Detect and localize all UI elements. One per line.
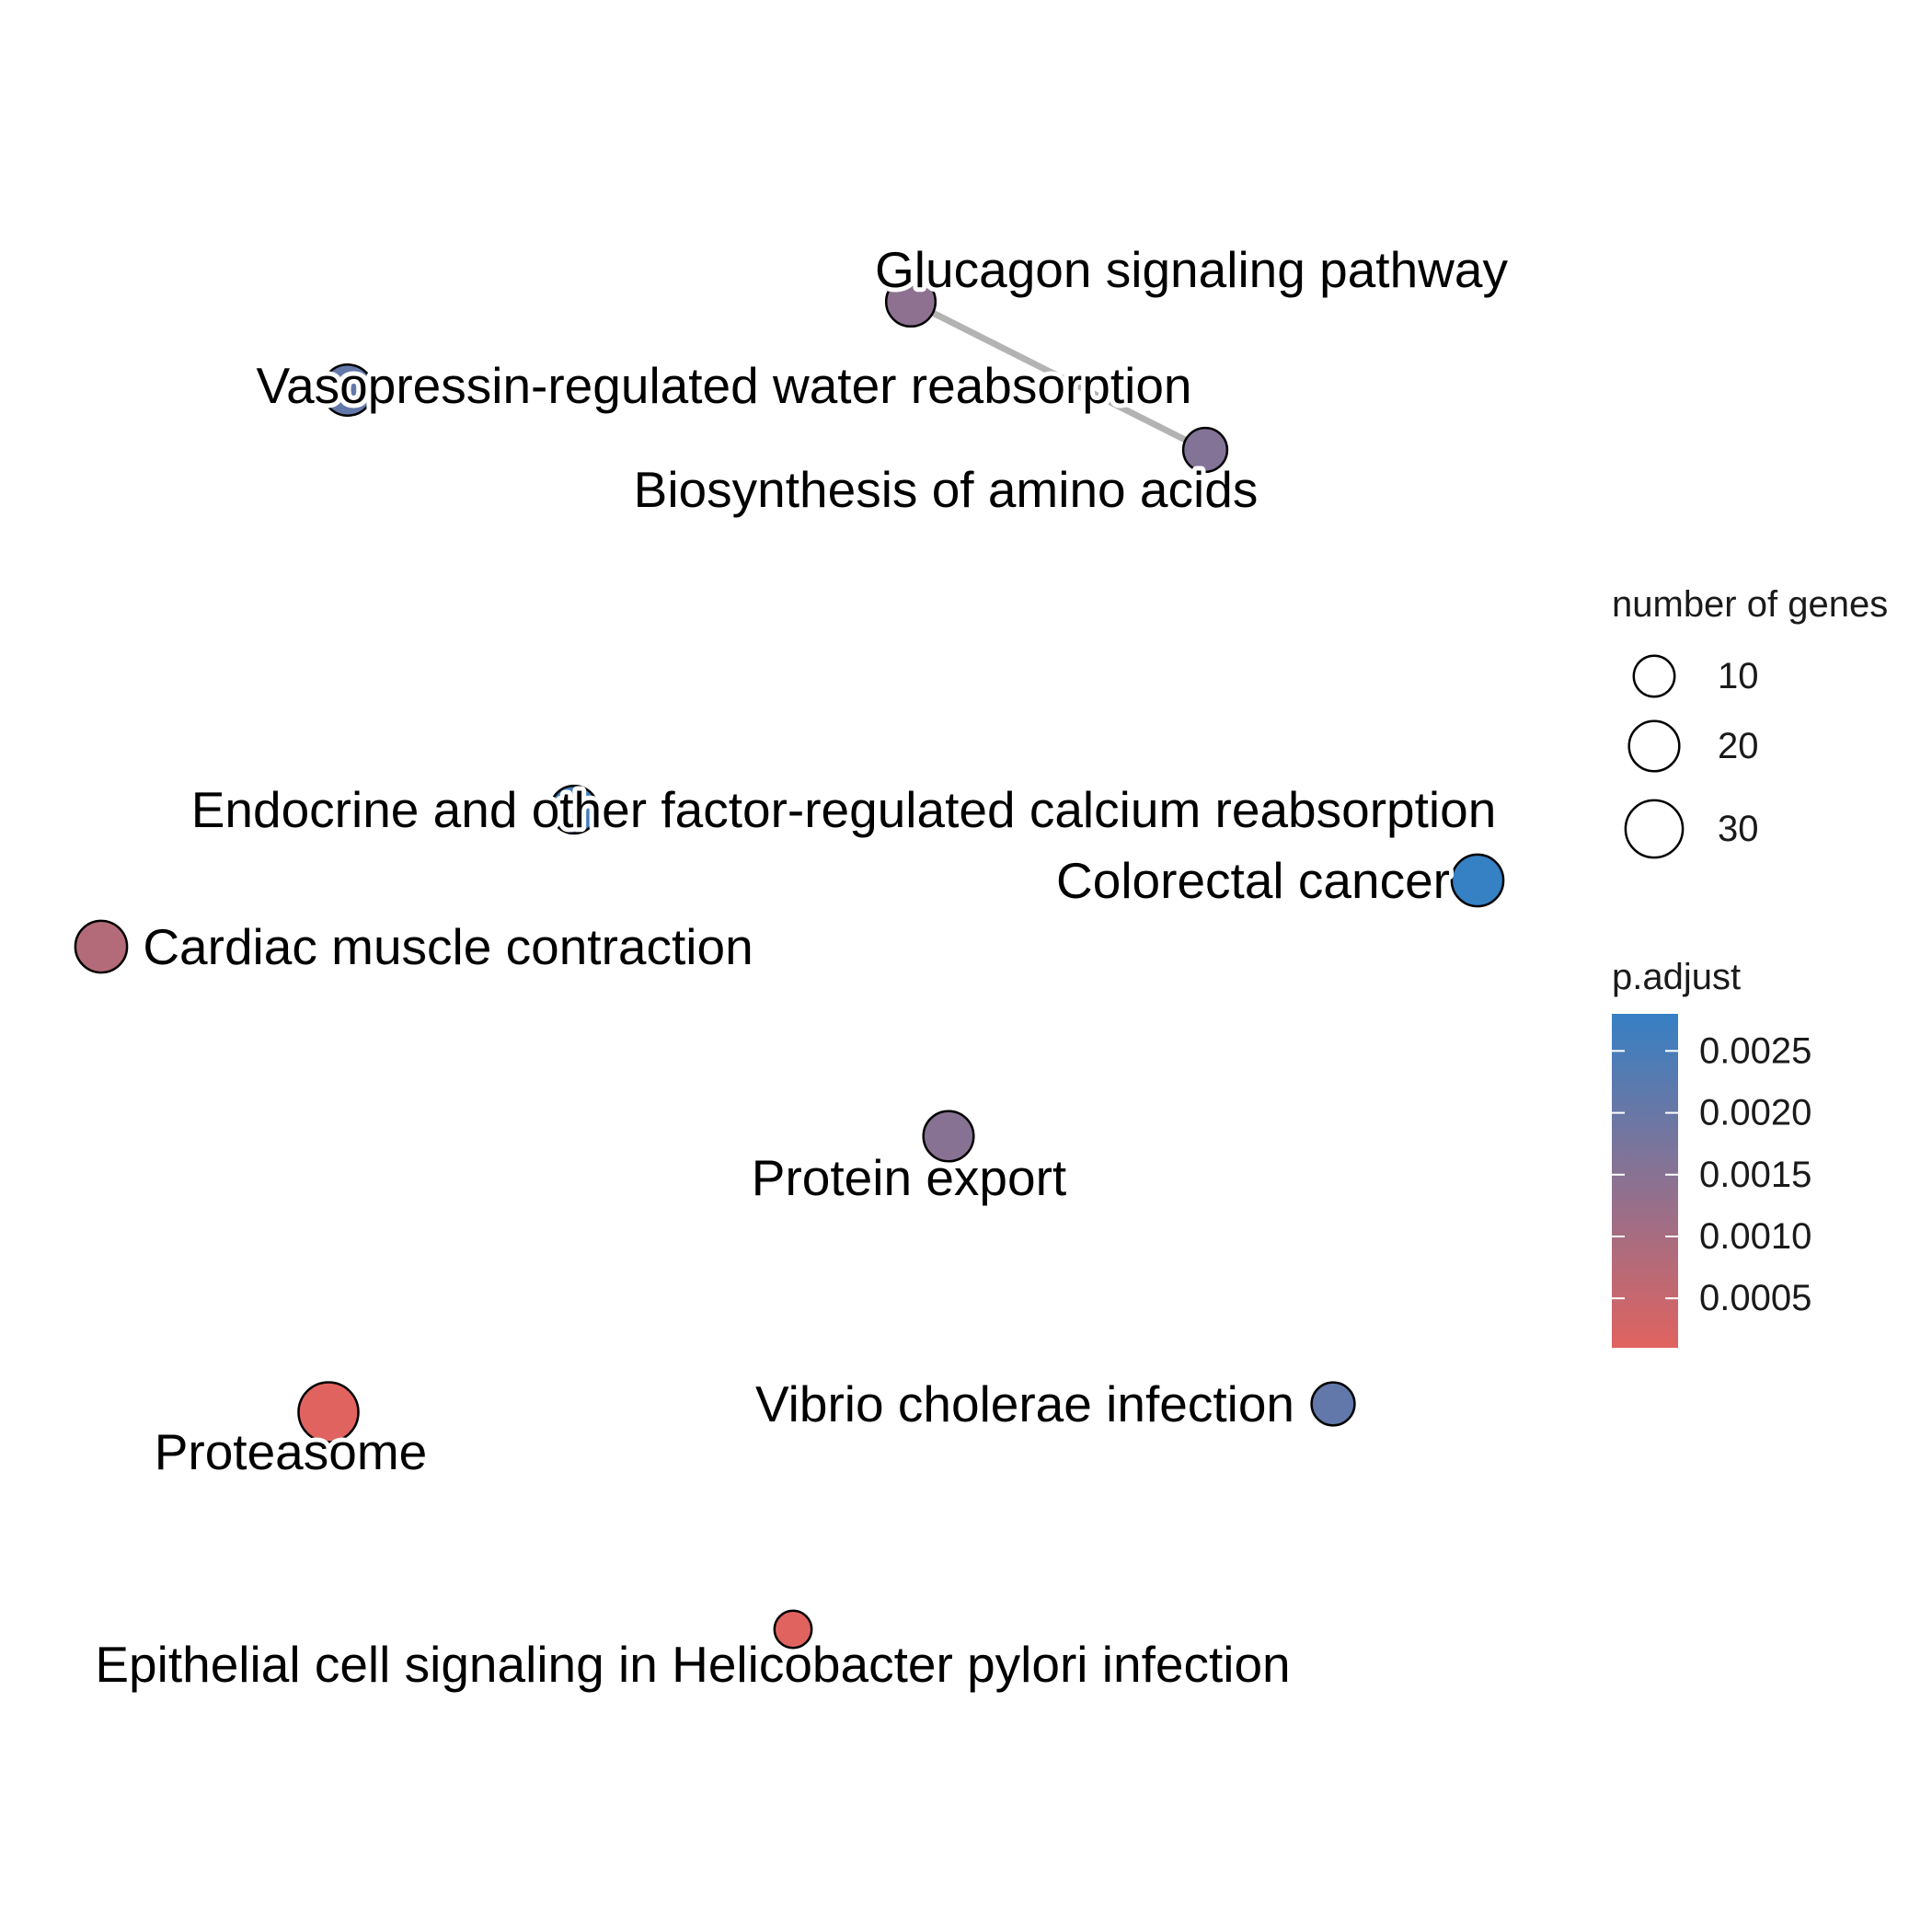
size-legend-circle-30 bbox=[1624, 799, 1685, 859]
network-node-vibrio[interactable] bbox=[1310, 1381, 1356, 1427]
network-node-endocrine[interactable] bbox=[548, 784, 600, 835]
network-node-proteasome[interactable] bbox=[297, 1381, 360, 1443]
network-node-colorectal[interactable] bbox=[1450, 853, 1505, 908]
size-legend-title: number of genes bbox=[1612, 584, 1888, 625]
color-bar bbox=[1612, 1014, 1678, 1348]
edges-layer bbox=[909, 298, 1207, 454]
node-label-vibrio: Vibrio cholerae infection bbox=[755, 1375, 1294, 1432]
network-node-vasopressin[interactable] bbox=[321, 363, 374, 417]
network-node-biosynthesis[interactable] bbox=[1181, 426, 1229, 474]
size-legend: number of genes 10 20 30 bbox=[1612, 584, 1888, 859]
network-node-cardiac[interactable] bbox=[74, 919, 129, 974]
node-label-endocrine: Endocrine and other factor-regulated cal… bbox=[191, 781, 1497, 838]
size-legend-label-10: 10 bbox=[1718, 656, 1759, 696]
size-legend-label-20: 20 bbox=[1718, 726, 1759, 766]
color-legend-title: p.adjust bbox=[1612, 957, 1741, 997]
node-label-protein_export: Protein export bbox=[752, 1149, 1066, 1206]
node-label-proteasome: Proteasome bbox=[155, 1423, 428, 1480]
size-legend-circle-10 bbox=[1632, 654, 1676, 698]
node-label-epithelial: Epithelial cell signaling in Helicobacte… bbox=[95, 1636, 1290, 1693]
network-edge-glucagon-biosynthesis bbox=[909, 298, 1207, 454]
nodes-layer bbox=[74, 275, 1505, 1650]
network-node-protein_export[interactable] bbox=[922, 1110, 975, 1163]
color-legend-label-0.0005: 0.0005 bbox=[1699, 1278, 1811, 1318]
node-label-vasopressin: Vasopressin-regulated water reabsorption bbox=[256, 357, 1191, 414]
network-node-glucagon[interactable] bbox=[884, 275, 937, 328]
color-legend: p.adjust 0.0025 0.0020 0.0015 0.0010 0.0005 bbox=[1612, 957, 1811, 1348]
color-legend-label-0.0010: 0.0010 bbox=[1699, 1216, 1811, 1257]
node-label-glucagon: Glucagon signaling pathway bbox=[875, 241, 1508, 298]
size-legend-label-30: 30 bbox=[1718, 809, 1759, 849]
node-label-cardiac: Cardiac muscle contraction bbox=[143, 918, 753, 975]
network-node-epithelial[interactable] bbox=[773, 1609, 813, 1650]
labels-layer: Glucagon signaling pathway Vasopressin-re… bbox=[90, 236, 1512, 1697]
size-legend-circle-20 bbox=[1627, 719, 1681, 773]
node-label-biosynthesis: Biosynthesis of amino acids bbox=[634, 461, 1259, 518]
color-legend-label-0.0015: 0.0015 bbox=[1699, 1155, 1811, 1195]
color-legend-label-0.0020: 0.0020 bbox=[1699, 1093, 1811, 1133]
color-legend-label-0.0025: 0.0025 bbox=[1699, 1030, 1811, 1071]
node-label-colorectal: Colorectal cancer bbox=[1056, 852, 1450, 909]
